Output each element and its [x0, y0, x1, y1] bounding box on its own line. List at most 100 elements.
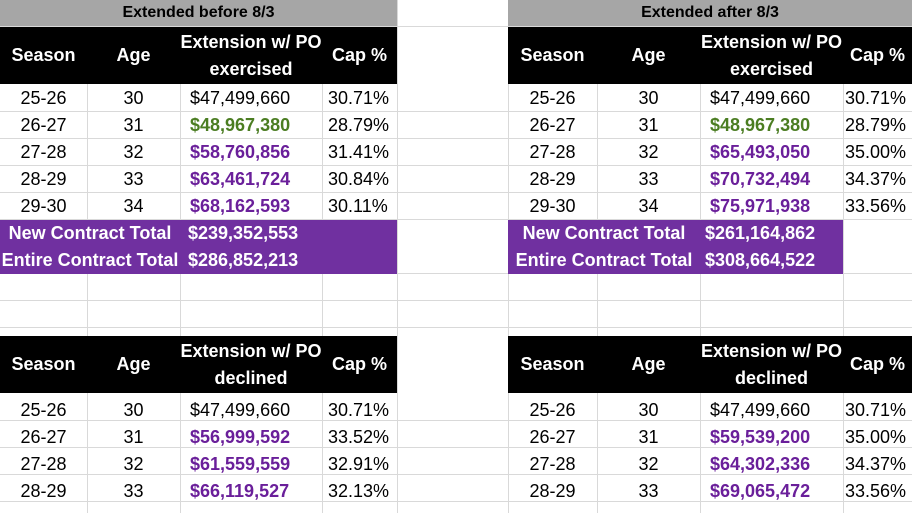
cell-season: 25-26: [20, 88, 67, 108]
cell-season: 28-29: [529, 169, 576, 189]
cell-age: 34: [123, 196, 144, 216]
cell-cap: 30.84%: [328, 169, 390, 189]
header-season: Season: [520, 354, 585, 374]
cell-amount: $47,499,660: [190, 88, 291, 108]
total-label: New Contract Total: [522, 223, 686, 243]
cell-age: 32: [123, 454, 144, 474]
cell-cap: 30.11%: [328, 196, 388, 216]
cell-cap: 30.71%: [845, 88, 907, 108]
total-label: Entire Contract Total: [1, 250, 179, 270]
header-age: Age: [116, 45, 151, 65]
cell-season: 25-26: [529, 400, 576, 420]
table-row: 26-27 31 $59,539,200 35.00%: [508, 424, 912, 451]
table-row: 28-29 33 $63,461,724 30.84%: [0, 166, 397, 193]
header-cap: Cap %: [849, 45, 905, 65]
table-row: 26-27 31 $48,967,380 28.79%: [0, 112, 397, 139]
cell-age: 31: [123, 115, 144, 135]
cell-amount: $66,119,527: [190, 481, 290, 501]
cell-age: 33: [638, 169, 659, 189]
header-extension: Extension w/ PO exercised: [700, 31, 843, 79]
cell-age: 30: [638, 400, 659, 420]
total-row-new-contract: New Contract Total $239,352,553: [0, 220, 397, 247]
cell-amount: $47,499,660: [710, 400, 811, 420]
cell-age: 32: [638, 454, 659, 474]
header-extension: Extension w/ PO exercised: [180, 31, 322, 79]
cell-season: 29-30: [20, 196, 67, 216]
header-row: Season Age Extension w/ PO exercised Cap…: [0, 27, 397, 84]
cell-season: 28-29: [20, 169, 67, 189]
cell-amount: $48,967,380: [190, 115, 291, 135]
table-row: 29-30 34 $68,162,593 30.11%: [0, 193, 397, 220]
cell-season: 26-27: [20, 427, 67, 447]
cell-amount: $75,971,938: [710, 196, 811, 216]
cell-age: 34: [638, 196, 659, 216]
cell-amount: $65,493,050: [710, 142, 811, 162]
total-label: Entire Contract Total: [515, 250, 693, 270]
cell-age: 31: [123, 427, 144, 447]
header-season: Season: [11, 45, 76, 65]
cell-amount: $58,760,856: [190, 142, 291, 162]
table-row: 28-29 33 $66,119,527 32.13%: [0, 478, 397, 505]
table-row: 27-28 32 $58,760,856 31.41%: [0, 139, 397, 166]
table-row: 27-28 32 $65,493,050 35.00%: [508, 139, 912, 166]
cell-amount: $59,539,200: [710, 427, 811, 447]
header-age: Age: [631, 354, 666, 374]
table-row: 27-28 32 $61,559,559 32.91%: [0, 451, 397, 478]
cell-cap: 32.13%: [328, 481, 390, 501]
cell-season: 28-29: [529, 481, 576, 501]
cell-cap: 32.91%: [328, 454, 390, 474]
total-row-entire-contract: Entire Contract Total $308,664,522: [508, 247, 843, 274]
header-row: Season Age Extension w/ PO exercised Cap…: [508, 27, 912, 84]
header-cap: Cap %: [331, 45, 387, 65]
cell-cap: 34.37%: [845, 169, 907, 189]
header-row: Season Age Extension w/ PO declined Cap …: [0, 336, 397, 393]
cell-amount: $47,499,660: [190, 400, 291, 420]
total-value: $286,852,213: [188, 250, 299, 270]
table-row: 29-30 34 $75,971,938 33.56%: [508, 193, 912, 220]
table-row: 25-26 30 $47,499,660 30.71%: [508, 85, 912, 112]
cell-cap: 28.79%: [845, 115, 907, 135]
cell-season: 26-27: [529, 115, 576, 135]
total-row-entire-contract: Entire Contract Total $286,852,213: [0, 247, 397, 274]
table-row: 26-27 31 $48,967,380 28.79%: [508, 112, 912, 139]
cell-age: 31: [638, 427, 659, 447]
cell-age: 31: [638, 115, 659, 135]
cell-cap: 30.71%: [328, 400, 390, 420]
cell-cap: 30.71%: [328, 88, 390, 108]
cell-season: 25-26: [20, 400, 67, 420]
cell-season: 27-28: [20, 454, 67, 474]
cell-cap: 35.00%: [845, 142, 907, 162]
header-season: Season: [520, 45, 585, 65]
table-row: 25-26 30 $47,499,660 30.71%: [508, 397, 912, 424]
header-season: Season: [11, 354, 76, 374]
table-row: 28-29 33 $70,732,494 34.37%: [508, 166, 912, 193]
cell-amount: $63,461,724: [190, 169, 291, 189]
total-row-new-contract: New Contract Total $261,164,862: [508, 220, 843, 247]
cell-amount: $56,999,592: [190, 427, 291, 447]
table-row: 26-27 31 $56,999,592 33.52%: [0, 424, 397, 451]
cell-age: 30: [123, 400, 144, 420]
cell-amount: $47,499,660: [710, 88, 811, 108]
cell-age: 32: [638, 142, 659, 162]
total-value: $308,664,522: [705, 250, 816, 270]
table-row: 27-28 32 $64,302,336 34.37%: [508, 451, 912, 478]
cell-amount: $48,967,380: [710, 115, 811, 135]
cell-cap: 34.37%: [845, 454, 907, 474]
header-extension: Extension w/ PO declined: [180, 340, 322, 388]
cell-season: 25-26: [529, 88, 576, 108]
header-extension: Extension w/ PO declined: [700, 340, 843, 388]
cell-age: 32: [123, 142, 144, 162]
cell-amount: $70,732,494: [710, 169, 811, 189]
cell-season: 26-27: [529, 427, 576, 447]
table-row: 25-26 30 $47,499,660 30.71%: [0, 85, 397, 112]
table-title: Extended after 8/3: [508, 0, 912, 26]
cell-age: 33: [638, 481, 659, 501]
cell-cap: 33.56%: [845, 481, 907, 501]
cell-season: 28-29: [20, 481, 67, 501]
total-value: $239,352,553: [188, 223, 299, 243]
cell-age: 33: [123, 169, 144, 189]
cell-amount: $68,162,593: [190, 196, 291, 216]
cell-cap: 33.52%: [328, 427, 390, 447]
cell-season: 27-28: [20, 142, 67, 162]
header-age: Age: [116, 354, 151, 374]
